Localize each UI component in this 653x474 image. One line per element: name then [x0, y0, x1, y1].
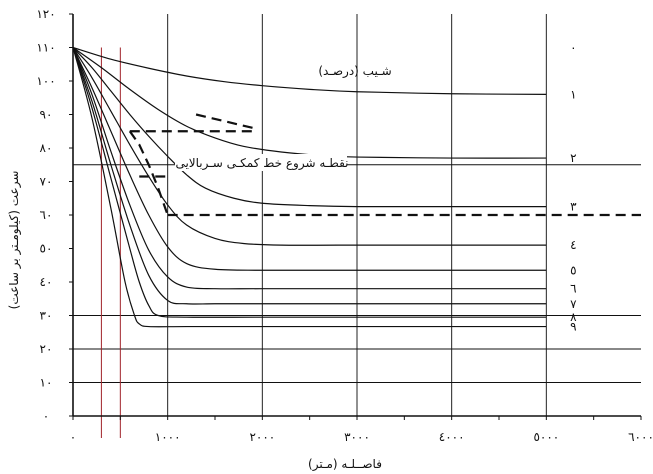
series-label: ٦: [570, 282, 576, 296]
y-tick-label: ١٠: [40, 376, 53, 390]
series-label: ٥: [570, 263, 576, 277]
y-tick-label: ٩٠: [40, 108, 53, 122]
series-curve: [72, 47, 547, 328]
series-label: ١: [570, 87, 576, 101]
series-label: ٠: [570, 41, 576, 55]
x-tick-label: ١٠٠٠: [155, 430, 181, 444]
series-curve: [72, 47, 547, 271]
x-tick-label: ٠: [70, 430, 76, 444]
series-label: ٣: [570, 200, 577, 214]
grade-curves: [72, 46, 547, 328]
series-curve: [72, 47, 547, 318]
y-tick-label: ١٢٠: [36, 7, 55, 21]
y-tick-label: ٦٠: [40, 208, 53, 222]
series-curve: [72, 47, 547, 290]
series-label: ٢: [570, 151, 576, 165]
y-tick-label: ١٠٠: [36, 74, 55, 88]
y-tick-label: ٣٠: [40, 309, 53, 323]
y-tick-label: ٨٠: [40, 141, 53, 155]
tick-labels: ٠ ١٠٠٠ ٢٠٠٠ ٣٠٠٠ ٤٠٠٠ ٥٠٠٠ ٦٠٠٠٠١٠٢٠٣٠٤٠٥٠٦٠٧٠…: [36, 7, 653, 444]
series-label: ٩: [570, 320, 576, 334]
series-label: ٤: [570, 238, 576, 252]
y-tick-label: ٤٠: [40, 275, 53, 289]
annotation-text: نقطـه شروع خط کمکـی سـربالایی: [175, 156, 348, 171]
x-tick-label: ٣٠٠٠: [344, 430, 370, 444]
dashed-lines: [128, 113, 641, 217]
series-curve: [72, 47, 547, 159]
x-tick-label: ٤٠٠٠: [439, 430, 465, 444]
y-tick-label: ٥٠: [40, 242, 53, 256]
y-tick-label: ٧٠: [40, 175, 53, 189]
reference-lines: [73, 47, 641, 438]
dashed-line: [195, 113, 254, 129]
y-axis-label: سرعت (کیلومـتر بر ساعت): [7, 171, 22, 310]
series-curve: [72, 46, 547, 95]
legend-title: شـيب (درصـد): [318, 64, 391, 79]
series-curve: [72, 47, 547, 246]
series-curve: [72, 47, 547, 208]
dashed-line: [128, 130, 169, 216]
x-axis-label: فاصــلـه (مـتر): [308, 457, 382, 472]
series-label: ٧: [570, 297, 577, 311]
series-curve: [72, 47, 547, 305]
y-tick-label: ٢٠: [40, 342, 53, 356]
x-tick-label: ٦٠٠٠: [628, 430, 653, 444]
y-tick-label: ١١٠: [36, 41, 55, 55]
x-tick-label: ٢٠٠٠: [249, 430, 275, 444]
y-tick-label: ٠: [43, 409, 49, 423]
annotation-bg: [175, 154, 347, 171]
axes: [69, 13, 642, 420]
x-tick-label: ٥٠٠٠: [533, 430, 559, 444]
series-label: ٨: [570, 310, 577, 324]
